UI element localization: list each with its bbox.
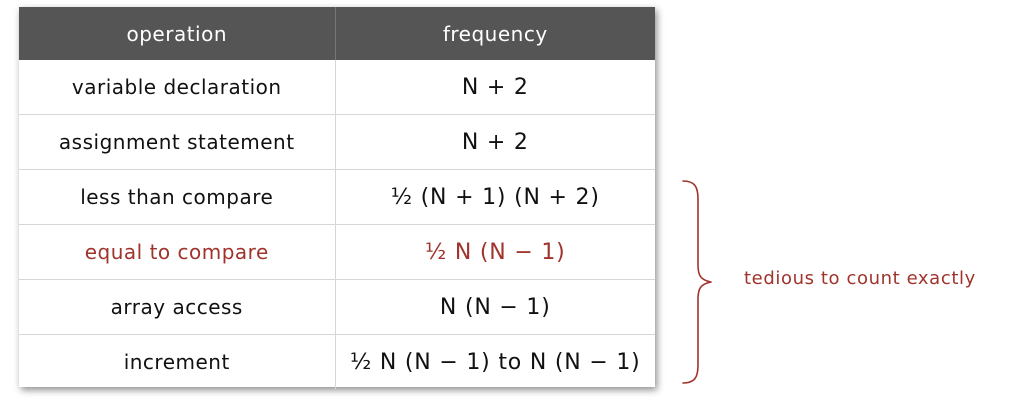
frequency-cell: N + 2 <box>334 114 655 170</box>
frequency-cell: ½ N (N − 1) <box>334 224 655 280</box>
table-row: increment ½ N (N − 1) to N (N − 1) <box>19 334 655 389</box>
operations-frequency-table: operation frequency variable declaration… <box>19 7 655 389</box>
frequency-cell: ½ (N + 1) (N + 2) <box>334 169 655 225</box>
operations-table-card: operation frequency variable declaration… <box>19 7 655 389</box>
table-row: less than compare ½ (N + 1) (N + 2) <box>19 169 655 225</box>
table-row-highlighted: equal to compare ½ N (N − 1) <box>19 224 655 280</box>
table-header-row: operation frequency <box>19 7 655 60</box>
operation-cell: less than compare <box>19 169 335 225</box>
operation-cell: array access <box>19 279 335 335</box>
curly-brace-icon <box>682 180 712 384</box>
frequency-cell: ½ N (N − 1) to N (N − 1) <box>334 334 655 389</box>
operation-cell: increment <box>19 334 335 389</box>
brace-annotation: tedious to count exactly <box>744 268 976 289</box>
frequency-cell: N + 2 <box>334 60 655 115</box>
operation-cell: equal to compare <box>19 224 335 280</box>
table-row: variable declaration N + 2 <box>19 60 655 115</box>
header-frequency: frequency <box>334 7 655 60</box>
table-row: array access N (N − 1) <box>19 279 655 335</box>
frequency-cell: N (N − 1) <box>334 279 655 335</box>
operation-cell: assignment statement <box>19 114 335 170</box>
table-row: assignment statement N + 2 <box>19 114 655 170</box>
operation-cell: variable declaration <box>71 75 282 99</box>
header-operation: operation <box>19 7 335 60</box>
